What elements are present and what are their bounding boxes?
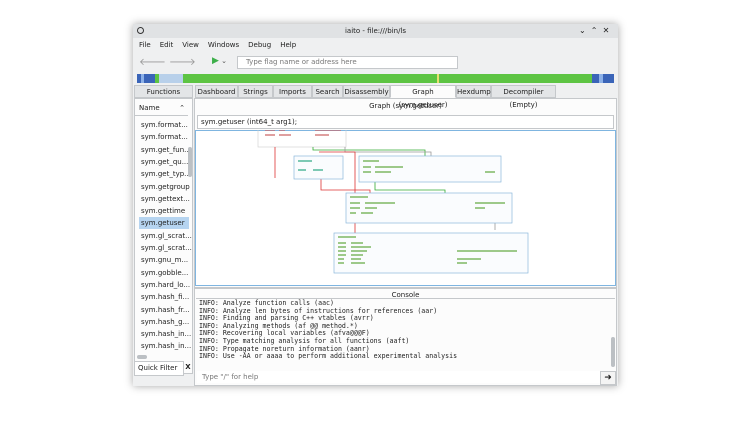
graph-view[interactable] [195,130,616,287]
function-item[interactable]: sym.gobble... [141,268,189,277]
console-title: Console [391,291,420,299]
function-list: Name ⌃ sym.format... sym.format... sym.get_… [134,98,193,374]
console-line: INFO: Analyze function calls (aac) [199,299,334,307]
function-item[interactable]: sym.gettext... [141,194,190,203]
column-title: Name [139,104,160,112]
function-item[interactable]: sym.get_typ... [141,170,191,179]
function-item[interactable]: sym.gettime [141,207,186,216]
scrollbar[interactable] [188,147,192,177]
console-line: INFO: Propagate noreturn information (aa… [199,344,370,353]
tab[interactable]: Disassembly [343,85,390,98]
tab[interactable]: Imports [273,85,312,98]
window-title: iaito - file:///bin/ls [344,27,407,35]
console-line: INFO: Analyzing methods (af @@ method.*) [199,321,358,330]
divider [196,298,615,299]
app-icon [137,27,144,34]
function-item[interactable]: sym.hard_lo... [141,280,191,289]
graph-title: Graph (sym.getuser) [369,102,442,110]
console-line: INFO: Finding and parsing C++ vtables (a… [199,314,374,323]
console-output: INFO: Analyze function calls (aac) INFO: … [199,299,458,361]
function-item[interactable]: sym.hash_fr... [141,305,190,314]
address-input[interactable]: Type flag name or address here [237,56,458,69]
console-line: INFO: Analyze len bytes of instructions … [199,306,438,315]
title-bar [133,24,618,38]
tab[interactable]: Graph (sym.getuser) [390,85,456,109]
console-scrollbar[interactable] [611,337,615,367]
sidebar-tab[interactable]: Functions [134,85,193,98]
function-item[interactable]: sym.hash_g... [141,317,190,326]
menu-item[interactable]: Debug [248,41,272,49]
quick-filter[interactable]: Quick Filter [134,361,184,376]
function-item[interactable]: sym.hash_in... [141,330,192,339]
function-item[interactable]: sym.get_fun... [141,145,191,154]
window: iaito - file:///bin/ls ⌄ ⌃ ✕ File Edit Vie… [133,24,618,386]
console-line: INFO: Recovering local variables (afva@@… [199,329,370,338]
h-scrollbar[interactable] [137,355,147,359]
function-item[interactable]: sym.format... [141,133,188,142]
console-input[interactable]: Type "/" for help [197,371,602,383]
tab[interactable]: Dashboard [195,85,238,98]
function-item[interactable]: sym.getgroup [141,182,190,191]
function-item[interactable]: sym.gnu_m... [141,256,189,265]
menu-item[interactable]: View [182,41,199,49]
nav-arrows[interactable]: 🡐 🡒 [139,57,196,68]
menu-item[interactable]: Windows [207,41,240,49]
tab[interactable]: Search [312,85,343,98]
tab[interactable]: Decompiler (Empty) [491,85,556,109]
graph-panel: Graph (sym.getuser) sym.getuser (int64_t… [194,98,617,288]
console-line: INFO: Type matching analysis for all fun… [199,336,410,345]
console-line: INFO: Use -AA or aaaa to perform additio… [199,352,458,361]
function-item[interactable]: sym.gl_scrat... [141,231,192,240]
window-controls[interactable]: ⌄ ⌃ ✕ [579,26,610,35]
function-item[interactable]: sym.gl_scrat... [141,244,192,252]
console-panel: Console INFO: Analyze function calls (aa… [194,288,617,386]
menu-item[interactable]: Help [280,41,297,49]
menu-item[interactable]: Edit [159,41,174,49]
function-item[interactable]: sym.getuser [139,217,189,230]
function-item[interactable]: sym.hash_fi... [141,293,190,302]
function-item[interactable]: sym.hash_in... [141,342,192,351]
menu-bar: File Edit View Windows Debug Help [139,41,296,49]
function-item[interactable]: sym.get_qu... [141,157,189,166]
function-item[interactable]: sym.format... [141,121,188,129]
tab[interactable]: Hexdump [456,85,491,98]
tab[interactable]: Strings [238,85,273,98]
console-send[interactable]: ➜ [600,371,616,385]
filter-clear[interactable]: X [185,363,191,371]
address-map [137,74,614,83]
menu-item[interactable]: File [139,41,151,49]
function-combo[interactable]: sym.getuser (int64_t arg1); [197,115,614,129]
column-header[interactable]: Name ⌃ [135,101,188,116]
play-button[interactable]: ▶ ⌄ [212,56,228,66]
